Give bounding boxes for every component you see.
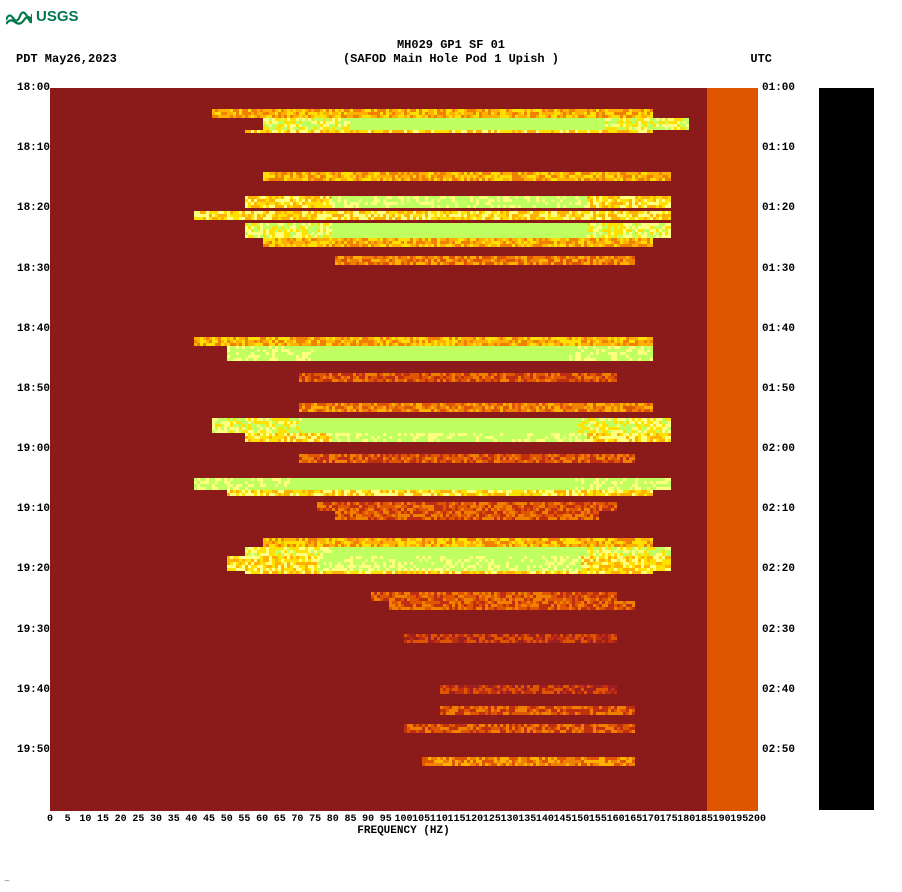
title-line-1: MH029 GP1 SF 01 bbox=[0, 38, 902, 52]
x-tick-label: 95 bbox=[380, 814, 392, 825]
x-tick-label: 130 bbox=[501, 814, 519, 825]
color-scale-bar bbox=[819, 88, 874, 810]
x-tick-label: 45 bbox=[203, 814, 215, 825]
left-tick-label: 18:50 bbox=[17, 383, 50, 395]
right-tick-label: 02:10 bbox=[762, 503, 795, 515]
timezone-right: UTC bbox=[750, 52, 772, 66]
x-tick-label: 10 bbox=[79, 814, 91, 825]
x-tick-label: 105 bbox=[412, 814, 430, 825]
x-tick-label: 25 bbox=[132, 814, 144, 825]
x-tick-label: 0 bbox=[47, 814, 53, 825]
timezone-date-left: PDT May26,2023 bbox=[16, 52, 117, 66]
left-tick-label: 19:30 bbox=[17, 624, 50, 636]
left-tick-label: 19:50 bbox=[17, 744, 50, 756]
usgs-logo: USGS bbox=[6, 6, 79, 26]
left-tick-label: 18:10 bbox=[17, 142, 50, 154]
x-tick-label: 125 bbox=[483, 814, 501, 825]
x-tick-label: 165 bbox=[624, 814, 642, 825]
right-time-axis: 01:0001:1001:2001:3001:4001:5002:0002:10… bbox=[762, 88, 802, 810]
x-tick-label: 90 bbox=[362, 814, 374, 825]
x-tick-label: 150 bbox=[571, 814, 589, 825]
left-tick-label: 19:20 bbox=[17, 563, 50, 575]
spectrogram-plot bbox=[50, 88, 757, 810]
right-tick-label: 02:50 bbox=[762, 744, 795, 756]
x-tick-label: 35 bbox=[168, 814, 180, 825]
right-tick-label: 01:40 bbox=[762, 323, 795, 335]
x-tick-label: 120 bbox=[465, 814, 483, 825]
x-tick-label: 50 bbox=[221, 814, 233, 825]
x-tick-label: 140 bbox=[536, 814, 554, 825]
x-tick-label: 55 bbox=[238, 814, 250, 825]
right-tick-label: 01:20 bbox=[762, 202, 795, 214]
right-tick-label: 02:20 bbox=[762, 563, 795, 575]
x-tick-label: 20 bbox=[115, 814, 127, 825]
right-tick-label: 01:00 bbox=[762, 82, 795, 94]
wave-icon bbox=[6, 6, 32, 26]
x-tick-label: 110 bbox=[430, 814, 448, 825]
x-tick-label: 15 bbox=[97, 814, 109, 825]
x-tick-label: 195 bbox=[730, 814, 748, 825]
x-tick-label: 190 bbox=[713, 814, 731, 825]
x-tick-label: 65 bbox=[274, 814, 286, 825]
x-tick-label: 60 bbox=[256, 814, 268, 825]
spectrogram-row bbox=[50, 808, 757, 811]
x-tick-label: 80 bbox=[327, 814, 339, 825]
left-tick-label: 19:00 bbox=[17, 443, 50, 455]
x-tick-label: 160 bbox=[607, 814, 625, 825]
right-tick-label: 01:50 bbox=[762, 383, 795, 395]
x-tick-label: 185 bbox=[695, 814, 713, 825]
left-tick-label: 18:00 bbox=[17, 82, 50, 94]
x-tick-label: 170 bbox=[642, 814, 660, 825]
x-tick-label: 180 bbox=[677, 814, 695, 825]
left-tick-label: 18:30 bbox=[17, 263, 50, 275]
left-tick-label: 18:40 bbox=[17, 323, 50, 335]
x-tick-label: 155 bbox=[589, 814, 607, 825]
frequency-axis-label: FREQUENCY (HZ) bbox=[50, 825, 757, 837]
right-tick-label: 01:30 bbox=[762, 263, 795, 275]
left-tick-label: 19:40 bbox=[17, 684, 50, 696]
right-tick-label: 02:40 bbox=[762, 684, 795, 696]
left-tick-label: 19:10 bbox=[17, 503, 50, 515]
x-tick-label: 100 bbox=[394, 814, 412, 825]
x-tick-label: 40 bbox=[185, 814, 197, 825]
logo-text: USGS bbox=[36, 8, 79, 25]
footer-mark: ~ bbox=[4, 877, 10, 888]
left-time-axis: 18:0018:1018:2018:3018:4018:5019:0019:10… bbox=[12, 88, 50, 810]
x-tick-label: 5 bbox=[65, 814, 71, 825]
x-tick-label: 70 bbox=[291, 814, 303, 825]
x-tick-label: 175 bbox=[660, 814, 678, 825]
x-tick-label: 75 bbox=[309, 814, 321, 825]
x-tick-label: 145 bbox=[554, 814, 572, 825]
left-tick-label: 18:20 bbox=[17, 202, 50, 214]
x-tick-label: 30 bbox=[150, 814, 162, 825]
right-tick-label: 02:00 bbox=[762, 443, 795, 455]
x-tick-label: 115 bbox=[448, 814, 466, 825]
right-tick-label: 02:30 bbox=[762, 624, 795, 636]
x-tick-label: 135 bbox=[518, 814, 536, 825]
x-tick-label: 200 bbox=[748, 814, 766, 825]
right-tick-label: 01:10 bbox=[762, 142, 795, 154]
x-tick-label: 85 bbox=[344, 814, 356, 825]
